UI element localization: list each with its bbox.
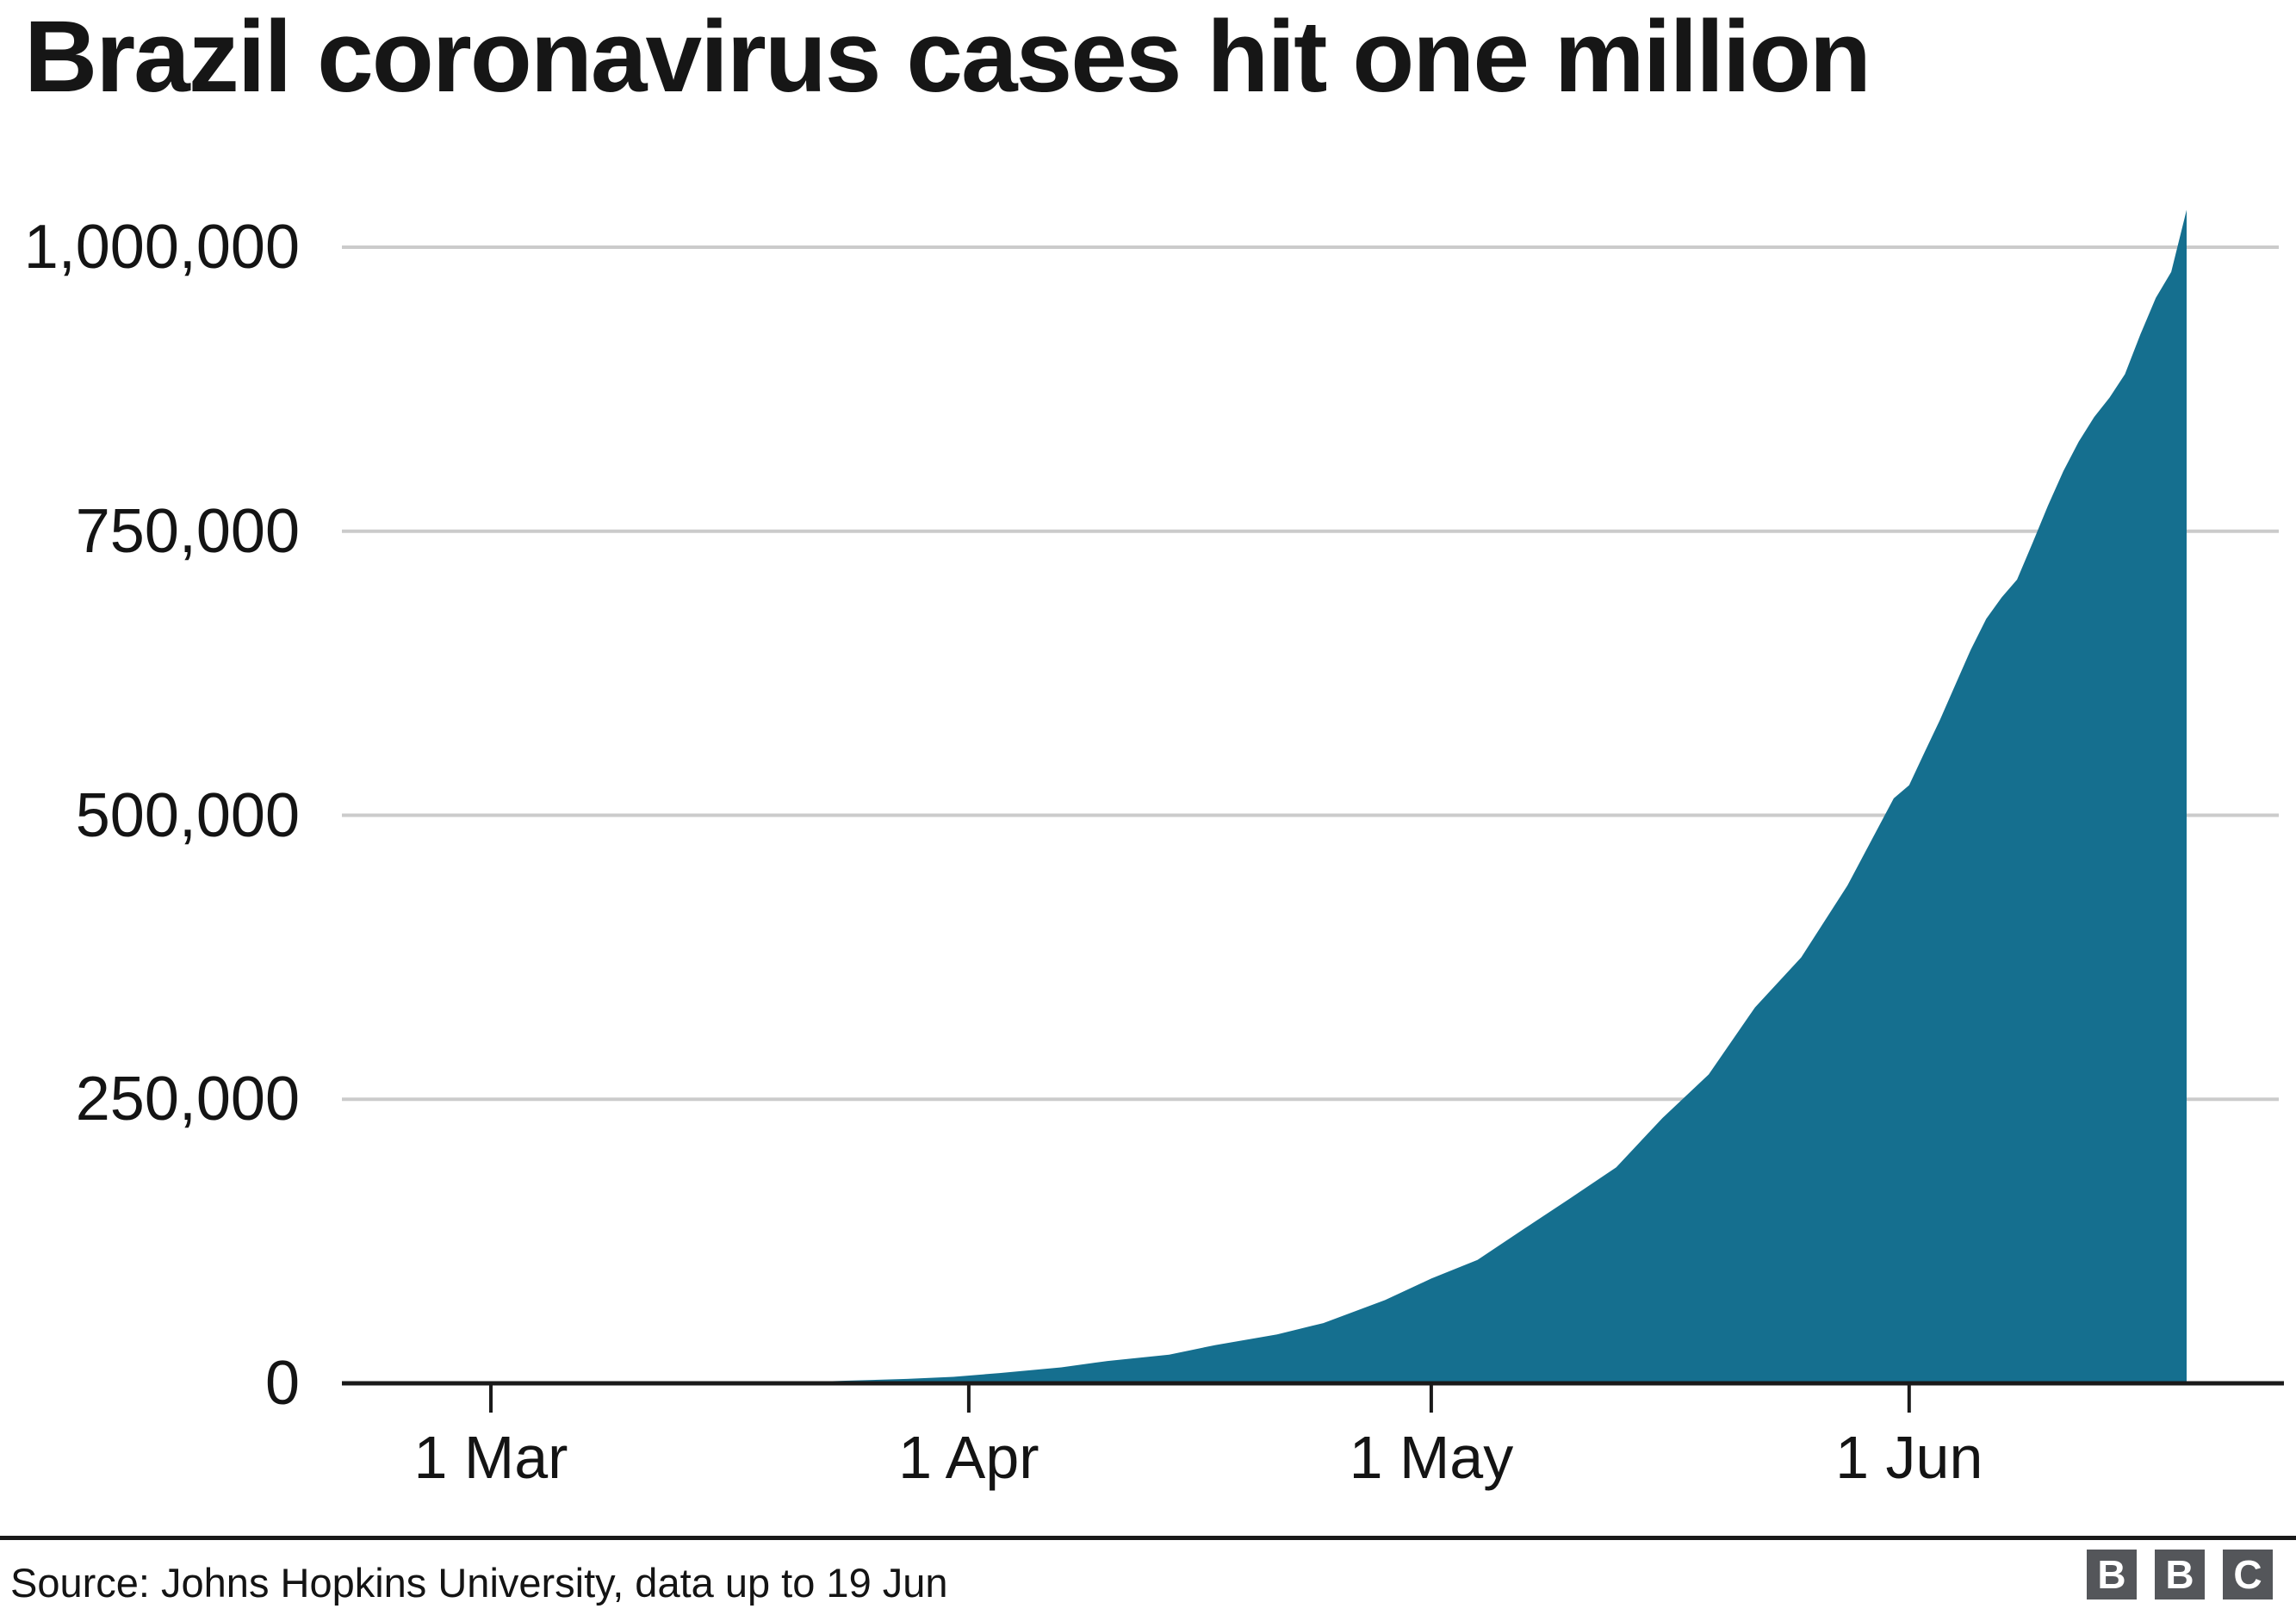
x-tick-label-1-Jun: 1 Jun <box>1835 1424 1983 1491</box>
bbc-logo-block-1: B <box>2087 1550 2137 1599</box>
bbc-logo-letter: B <box>2097 1552 2126 1597</box>
source-text: Source: Johns Hopkins University, data u… <box>10 1560 948 1606</box>
y-axis-labels: 0 250,000 500,000 750,000 1,000,000 <box>0 0 300 1516</box>
bbc-logo-letter: C <box>2233 1552 2262 1597</box>
bbc-logo-block-3: C <box>2223 1550 2273 1599</box>
y-tick-label-1,000,000: 1,000,000 <box>23 213 300 282</box>
bbc-logo-block-2: B <box>2155 1550 2205 1599</box>
x-tick-label-1-Mar: 1 Mar <box>413 1424 568 1491</box>
footer-divider <box>0 1536 2296 1540</box>
x-axis-labels: 1 Mar 1 Apr 1 May 1 Jun <box>413 1424 1983 1491</box>
chart-title: Brazil coronavirus cases hit one million <box>24 0 1871 114</box>
cases-area-fill <box>342 209 2187 1384</box>
y-tick-label-750,000: 750,000 <box>75 496 300 566</box>
y-tick-label-250,000: 250,000 <box>75 1065 300 1134</box>
area-chart-svg <box>342 209 2284 1413</box>
bbc-logo: B B C <box>2087 1550 2273 1599</box>
y-tick-label-0: 0 <box>264 1349 300 1418</box>
bbc-logo-letter: B <box>2165 1552 2194 1597</box>
x-tick-label-1-May: 1 May <box>1349 1424 1514 1491</box>
x-tick-label-1-Apr: 1 Apr <box>898 1424 1039 1491</box>
y-tick-label-500,000: 500,000 <box>75 780 300 850</box>
